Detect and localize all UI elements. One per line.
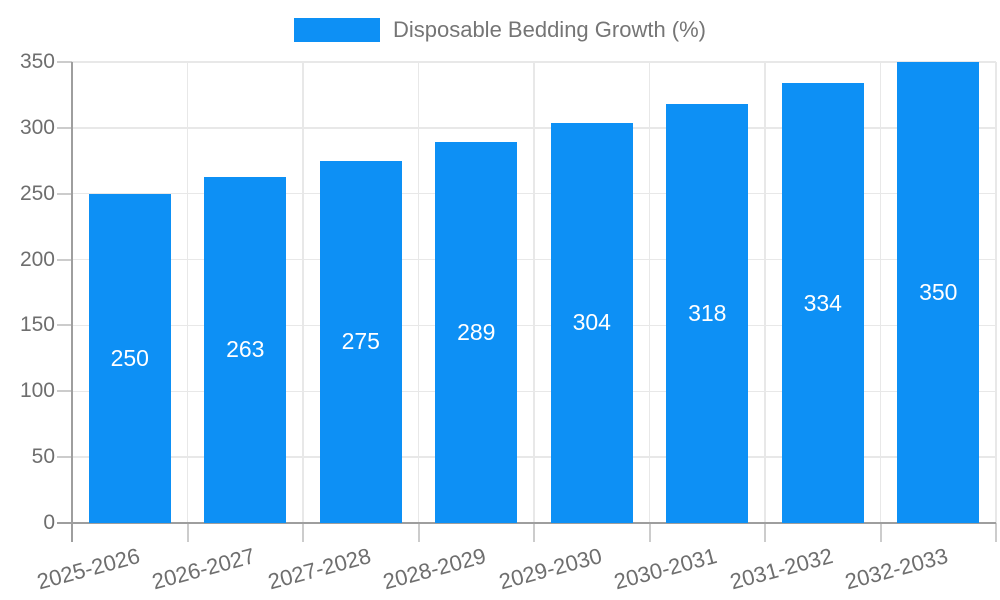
bar — [435, 142, 518, 523]
x-gridline — [302, 62, 304, 523]
y-tick-label: 100 — [19, 379, 55, 403]
x-axis-line — [57, 522, 996, 524]
x-tick — [417, 523, 420, 542]
x-tick — [71, 523, 73, 542]
x-gridline — [764, 62, 766, 523]
y-tick-label: 200 — [19, 247, 55, 271]
y-tick-label: 350 — [19, 50, 55, 73]
y-tick — [57, 390, 72, 393]
y-tick-label: 50 — [31, 445, 55, 469]
x-gridline — [648, 62, 651, 523]
bar-value-label: 350 — [919, 279, 958, 305]
bar-value-label: 275 — [341, 328, 380, 355]
x-gridline — [417, 62, 420, 523]
x-tick — [995, 523, 997, 542]
legend-item[interactable]: Disposable Bedding Growth (%) — [293, 17, 707, 43]
bar — [781, 83, 864, 523]
x-tick — [764, 523, 766, 542]
y-tick-label: 300 — [19, 115, 55, 139]
bar — [550, 122, 633, 523]
bar-value-label: 318 — [688, 300, 727, 327]
bar — [666, 104, 749, 523]
x-tick — [648, 523, 651, 542]
x-tick — [302, 523, 304, 542]
x-tick — [186, 523, 189, 542]
y-tick — [57, 324, 72, 327]
bar-value-label: 263 — [226, 336, 265, 363]
bar — [319, 160, 402, 523]
bar-value-label: 334 — [803, 289, 842, 316]
bar-value-label: 304 — [572, 309, 611, 336]
bar — [88, 193, 171, 523]
y-axis-line — [71, 62, 73, 523]
x-gridline — [879, 62, 882, 523]
bar-value-label: 250 — [110, 344, 149, 371]
bar — [204, 176, 287, 523]
bar-value-label: 289 — [457, 319, 496, 346]
y-tick — [57, 258, 72, 261]
x-gridline — [533, 62, 535, 523]
y-tick — [57, 61, 72, 63]
x-tick — [879, 523, 882, 542]
y-tick — [57, 192, 72, 195]
x-gridline — [995, 62, 997, 523]
chart-legend: Disposable Bedding Growth (%) — [0, 17, 1000, 43]
y-tick-label: 250 — [19, 181, 55, 205]
legend-label: Disposable Bedding Growth (%) — [392, 17, 707, 42]
legend-swatch — [293, 18, 380, 42]
y-tick-label: 0 — [43, 511, 55, 534]
bar — [897, 62, 980, 523]
y-tick-label: 150 — [19, 313, 55, 337]
x-tick — [533, 523, 535, 542]
x-gridline — [186, 62, 189, 523]
y-tick — [57, 126, 72, 129]
y-tick — [57, 456, 72, 459]
